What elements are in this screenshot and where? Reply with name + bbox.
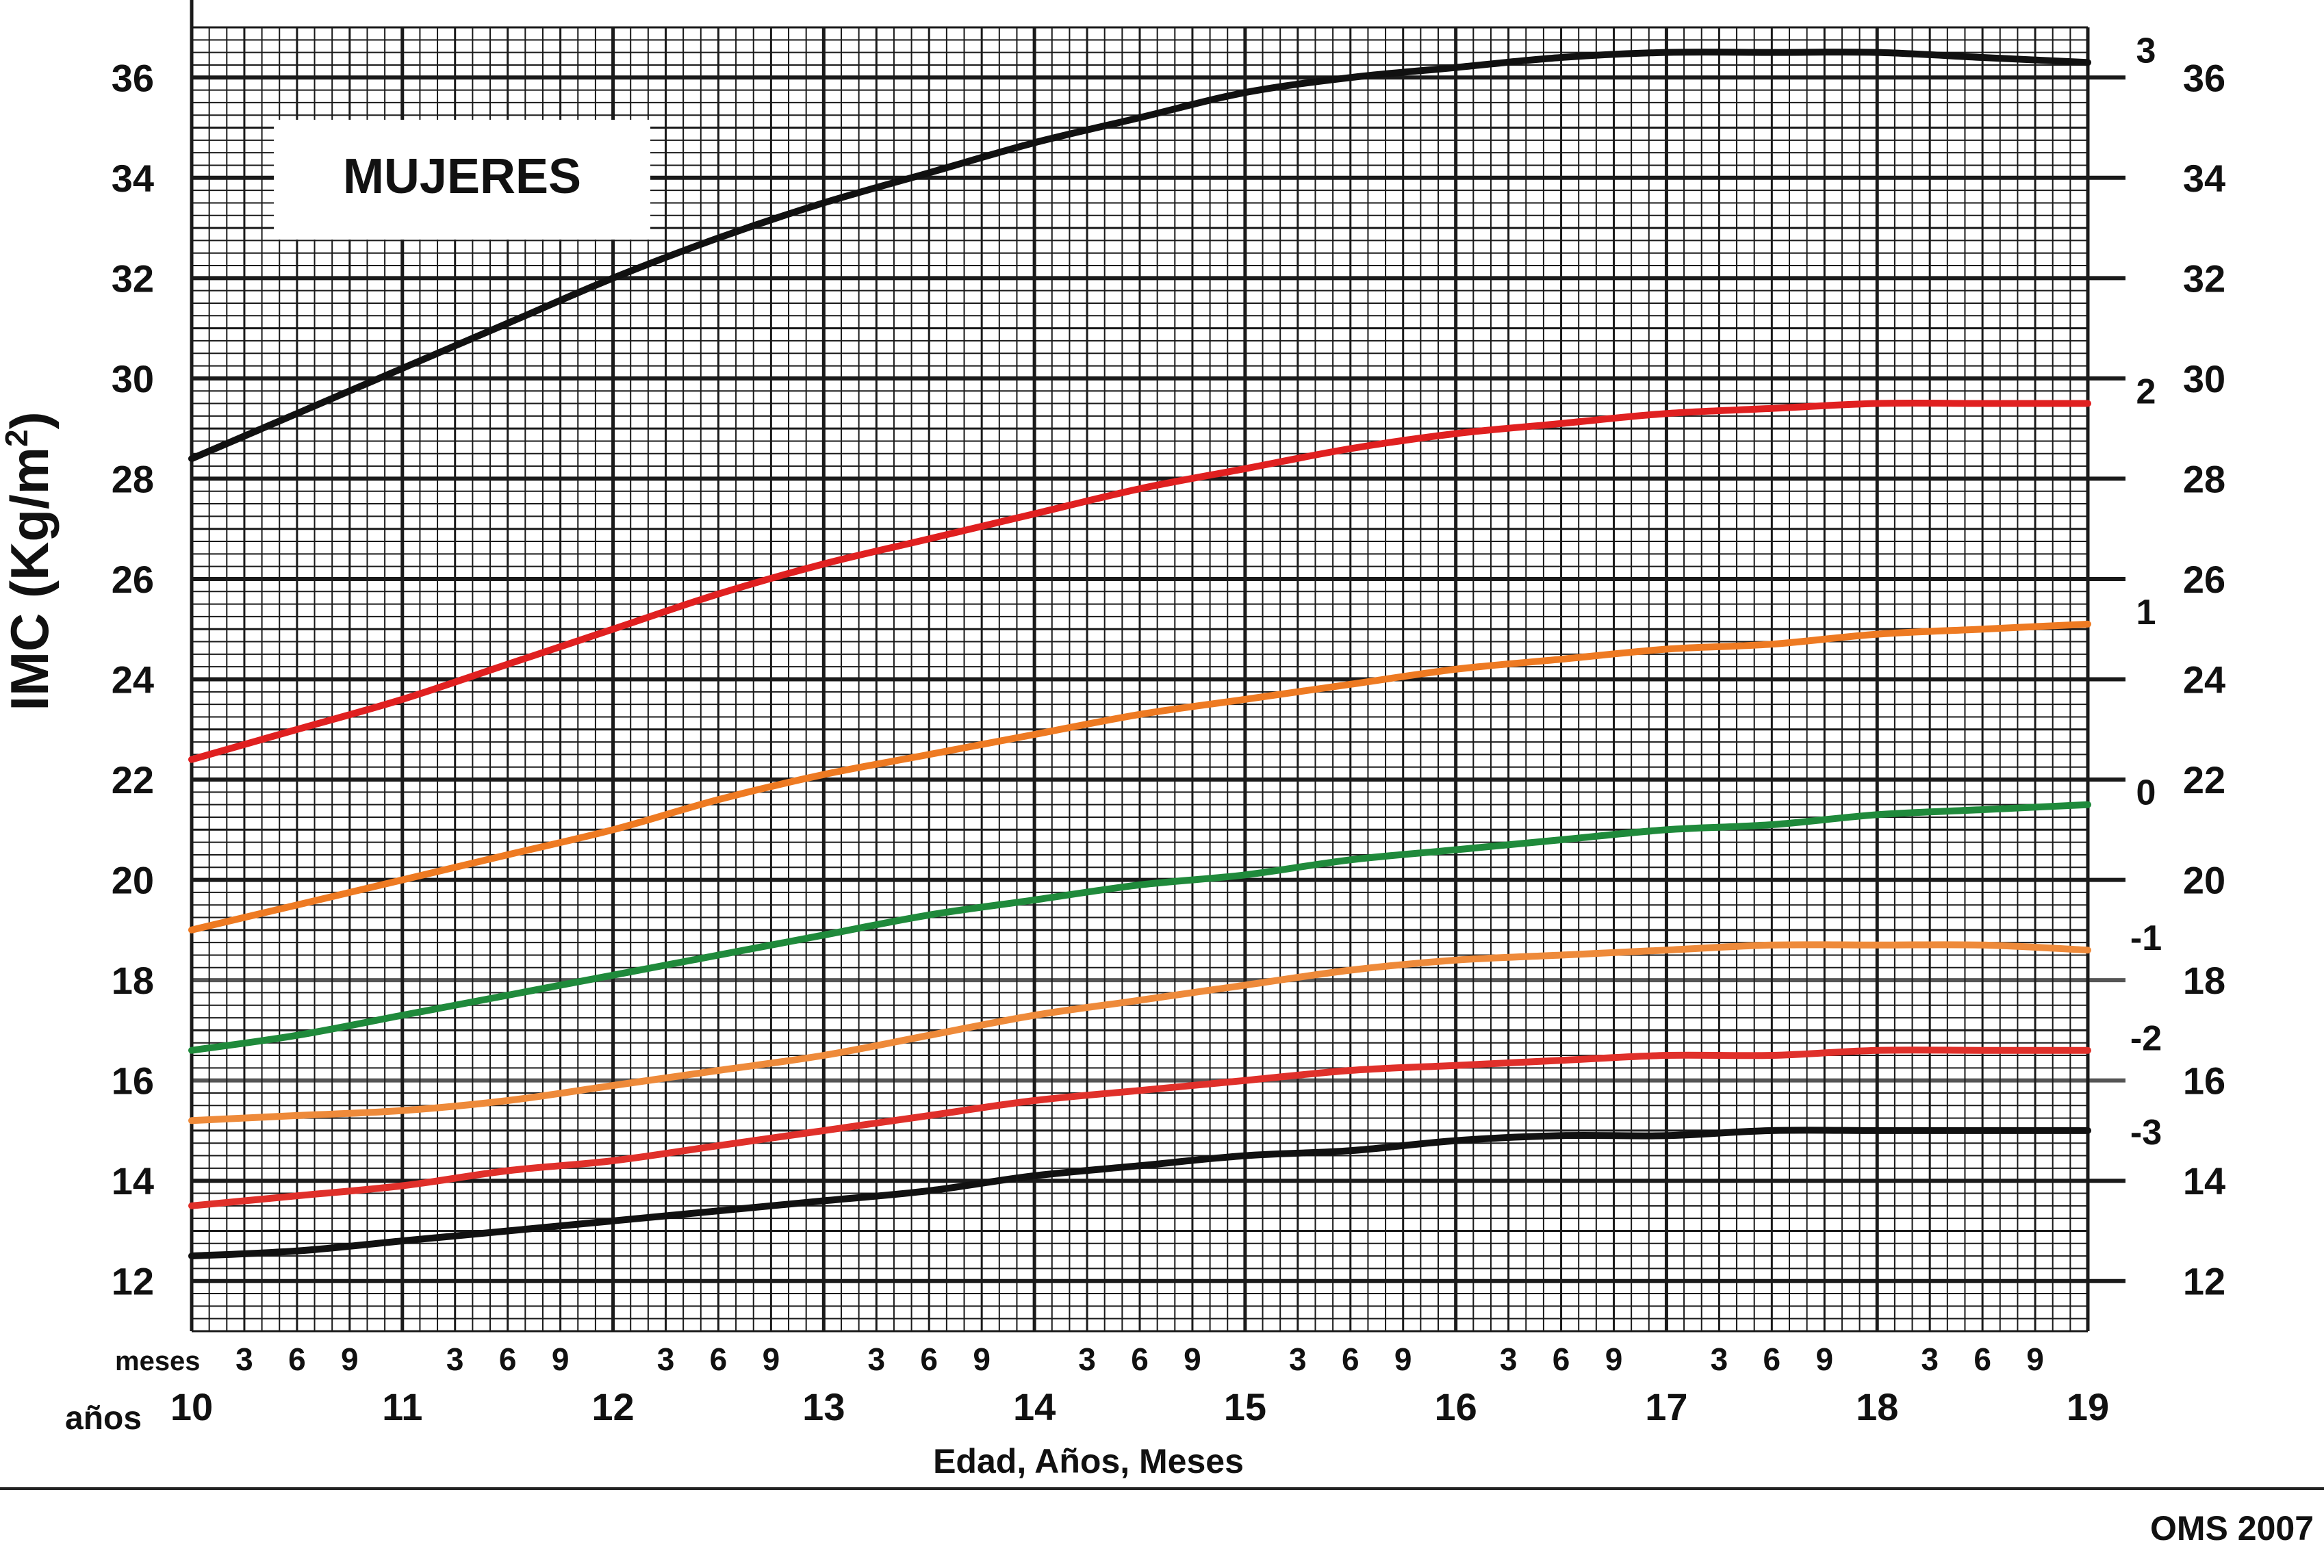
series-label-1: 1 <box>2136 593 2156 632</box>
x-tick-label-month: 3 <box>235 1341 253 1377</box>
x-tick-label-month: 9 <box>763 1341 780 1377</box>
y-tick-label-left: 24 <box>112 658 154 702</box>
x-tick-label-month: 3 <box>867 1341 885 1377</box>
series-label-0: 0 <box>2136 773 2156 813</box>
x-tick-label-month: 9 <box>552 1341 570 1377</box>
x-tick-label-month: 3 <box>1711 1341 1728 1377</box>
x-tick-label-year: 16 <box>1435 1385 1477 1428</box>
x-tick-label-month: 3 <box>1289 1341 1307 1377</box>
y-tick-label-left: 26 <box>112 558 154 601</box>
y-axis-title: IMC (Kg/m2) <box>0 411 60 710</box>
x-tick-label-month: 9 <box>973 1341 991 1377</box>
y-tick-label-right: 20 <box>2183 859 2225 902</box>
x-tick-label-month: 6 <box>1131 1341 1149 1377</box>
series-label-3: 3 <box>2136 31 2156 70</box>
x-tick-label-month: 3 <box>446 1341 464 1377</box>
x-axis-title: Edad, Años, Meses <box>933 1442 1244 1480</box>
y-tick-label-right: 32 <box>2183 257 2225 300</box>
series-label--3: -3 <box>2130 1113 2162 1153</box>
y-tick-label-right: 14 <box>2183 1159 2225 1203</box>
x-tick-label-month: 9 <box>341 1341 359 1377</box>
x-tick-label-month: 6 <box>1342 1341 1359 1377</box>
x-tick-label-year: 18 <box>1856 1385 1898 1428</box>
x-tick-label-year: 15 <box>1224 1385 1266 1428</box>
series-line-0 <box>188 801 2091 1054</box>
x-tick-label-month: 6 <box>499 1341 517 1377</box>
y-tick-label-right: 36 <box>2183 56 2225 99</box>
y-tick-label-left: 36 <box>112 56 154 99</box>
y-tick-label-right: 34 <box>2183 157 2225 200</box>
series-line-2 <box>188 399 2091 763</box>
y-tick-label-right: 16 <box>2183 1059 2225 1103</box>
y-tick-label-right: 26 <box>2183 558 2225 601</box>
y-tick-label-left: 28 <box>112 457 154 500</box>
chart-title: MUJERES <box>343 149 581 204</box>
x-tick-label-year: 13 <box>802 1385 845 1428</box>
x-tick-label-month: 9 <box>1815 1341 1833 1377</box>
y-tick-label-left: 22 <box>112 758 154 801</box>
x-tick-label-month: 6 <box>288 1341 306 1377</box>
curves <box>188 49 2091 1260</box>
series-line--1 <box>188 941 2091 1124</box>
x-tick-label-month: 6 <box>1974 1341 1991 1377</box>
series-label--1: -1 <box>2130 918 2162 958</box>
y-tick-label-right: 28 <box>2183 457 2225 500</box>
months-label: meses <box>115 1346 201 1376</box>
x-tick-label-month: 6 <box>1763 1341 1781 1377</box>
x-tick-label-year: 12 <box>591 1385 634 1428</box>
y-tick-label-left: 32 <box>112 257 154 300</box>
series-label--2: -2 <box>2130 1019 2162 1059</box>
x-tick-label-month: 3 <box>1500 1341 1518 1377</box>
y-tick-label-left: 14 <box>112 1159 154 1203</box>
x-tick-label-month: 3 <box>1078 1341 1096 1377</box>
x-tick-label-year: 11 <box>382 1385 422 1428</box>
y-tick-label-right: 30 <box>2183 357 2225 400</box>
x-tick-label-month: 6 <box>920 1341 938 1377</box>
y-tick-labels-left: 12 14 16 18 20 22 24 26 28 30 32 34 36 <box>112 56 154 1302</box>
series-labels: 3 2 1 0 -1 -2 -3 <box>2130 31 2162 1153</box>
x-tick-label-month: 9 <box>2026 1341 2044 1377</box>
x-tick-label-year: 19 <box>2067 1385 2109 1428</box>
title-box <box>274 120 650 240</box>
series-line--2 <box>188 1046 2091 1209</box>
series-line--3 <box>188 1127 2091 1260</box>
x-tick-label-year: 10 <box>170 1385 213 1428</box>
y-tick-label-left: 34 <box>112 157 154 200</box>
series-line-1 <box>188 620 2091 934</box>
y-tick-label-right: 22 <box>2183 758 2225 801</box>
y-tick-label-left: 16 <box>112 1059 154 1103</box>
x-tick-label-month: 9 <box>1184 1341 1201 1377</box>
x-tick-label-month: 9 <box>1605 1341 1623 1377</box>
x-tick-label-month: 9 <box>1394 1341 1412 1377</box>
x-tick-label-month: 3 <box>1921 1341 1939 1377</box>
x-tick-label-year: 17 <box>1645 1385 1687 1428</box>
x-tick-label-year: 14 <box>1013 1385 1056 1428</box>
y-tick-labels-right: 12 14 16 18 20 22 24 26 28 30 32 34 36 <box>2183 56 2225 1302</box>
y-tick-label-left: 30 <box>112 357 154 400</box>
series-label-2: 2 <box>2136 372 2156 412</box>
y-tick-label-right: 12 <box>2183 1260 2225 1303</box>
y-tick-label-right: 18 <box>2183 959 2225 1002</box>
x-tick-label-month: 6 <box>710 1341 728 1377</box>
y-tick-label-left: 12 <box>112 1260 154 1303</box>
y-tick-label-right: 24 <box>2183 658 2225 702</box>
years-label: años <box>65 1400 142 1437</box>
x-tick-label-month: 3 <box>657 1341 675 1377</box>
y-tick-label-left: 18 <box>112 959 154 1002</box>
x-tick-label-month: 6 <box>1553 1341 1570 1377</box>
series-line-3 <box>188 49 2091 463</box>
grid <box>190 0 2125 1333</box>
source-label: OMS 2007 <box>2150 1509 2314 1547</box>
y-tick-label-left: 20 <box>112 859 154 902</box>
